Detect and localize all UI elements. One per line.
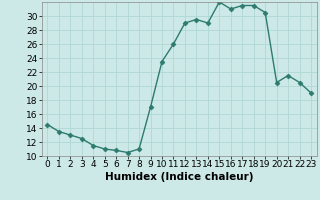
X-axis label: Humidex (Indice chaleur): Humidex (Indice chaleur) (105, 172, 253, 182)
